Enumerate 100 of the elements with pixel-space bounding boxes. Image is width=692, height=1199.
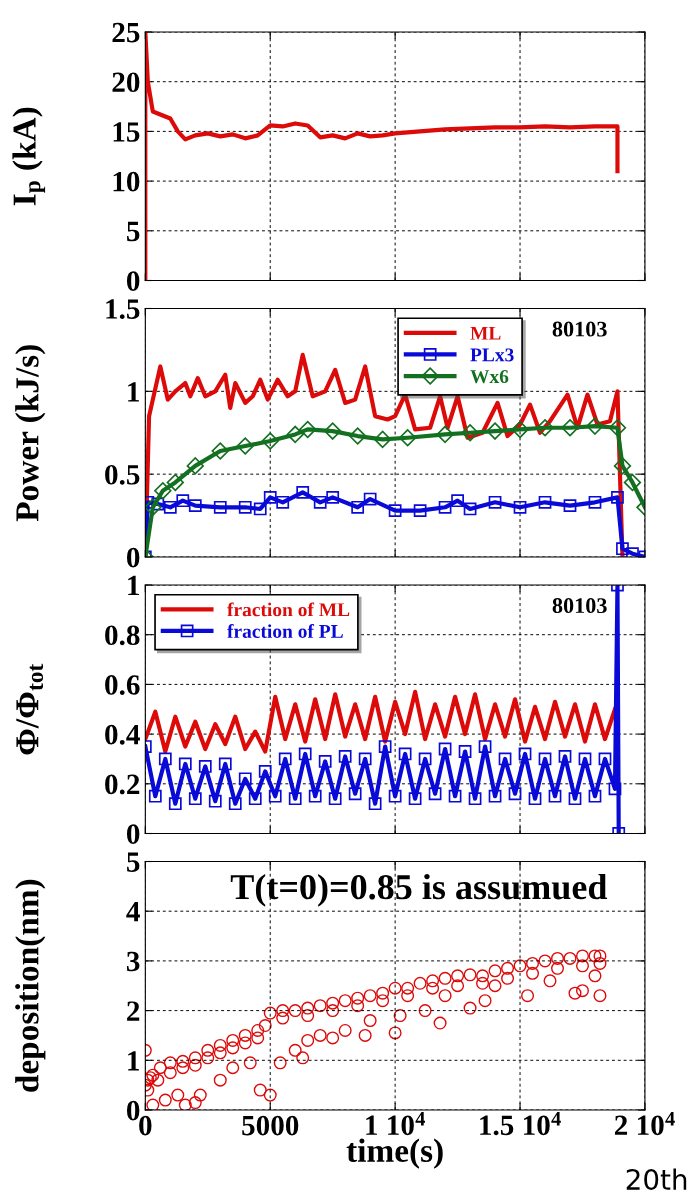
point <box>296 485 310 499</box>
point <box>276 495 290 509</box>
point <box>148 789 162 803</box>
point <box>608 782 622 796</box>
point <box>323 422 342 440</box>
point <box>348 427 367 445</box>
point <box>338 750 352 763</box>
point <box>513 500 527 514</box>
y-tick-label: 5 <box>127 221 140 242</box>
y-tick-label: 20 <box>112 72 140 93</box>
point <box>438 742 452 756</box>
point <box>288 792 302 806</box>
point <box>538 495 552 509</box>
y-tick-label: 2 <box>127 1001 140 1021</box>
y-tick-label: 1 <box>128 575 139 596</box>
point <box>198 760 212 773</box>
point <box>286 425 304 444</box>
point <box>611 490 624 504</box>
y-tick-label: 1 <box>128 382 139 402</box>
point <box>463 502 477 516</box>
y-tick-label: 0 <box>126 824 140 844</box>
point <box>588 789 602 803</box>
point <box>218 757 232 771</box>
point <box>213 500 227 514</box>
point <box>351 500 365 514</box>
point <box>488 789 502 803</box>
point <box>438 500 452 514</box>
point <box>318 755 332 768</box>
point <box>363 492 377 506</box>
y-tick-label: 1 <box>128 1051 139 1071</box>
point <box>511 420 529 439</box>
y-tick-label: 0.6 <box>105 675 140 695</box>
point <box>188 792 202 806</box>
legend-label: ML <box>470 326 501 340</box>
point <box>263 490 277 504</box>
point <box>598 752 612 766</box>
point <box>536 419 554 437</box>
point <box>178 757 192 771</box>
point <box>154 482 172 500</box>
annotation: T(t=0)=0.85 is assumued <box>230 873 608 907</box>
y-tick-label: 0.8 <box>105 625 140 646</box>
point <box>208 794 222 808</box>
point <box>568 792 582 806</box>
x-tick-label: 1.5 10$^{4}$ <box>480 1112 561 1136</box>
point <box>458 745 472 758</box>
point <box>578 752 592 766</box>
x-tick-label: 2 10$^{4}$ <box>614 1112 675 1136</box>
y-tick-label: 0 <box>126 271 140 291</box>
point <box>348 787 362 801</box>
legend-label: PLx3 <box>470 348 514 362</box>
point <box>248 792 262 806</box>
point <box>163 500 177 514</box>
y-tick-label: 15 <box>113 122 140 142</box>
point <box>448 789 462 803</box>
point <box>308 789 322 803</box>
y-tick-label: 1.5 <box>106 299 140 320</box>
point <box>461 424 479 442</box>
point <box>261 432 279 450</box>
point <box>313 495 327 509</box>
point <box>608 419 627 437</box>
point <box>428 787 442 801</box>
point <box>616 542 629 556</box>
y-tick-label: 3 <box>126 951 140 972</box>
point <box>586 417 604 435</box>
point <box>398 747 412 761</box>
point <box>326 490 340 504</box>
point <box>468 792 482 806</box>
point <box>368 797 382 811</box>
point <box>258 764 272 778</box>
point <box>623 473 642 492</box>
point <box>166 473 184 492</box>
point <box>418 752 432 766</box>
point <box>588 495 602 509</box>
y-axis-title: I$_{p}$ (kA) <box>12 107 46 206</box>
point <box>528 792 542 806</box>
point <box>388 789 402 803</box>
y-tick-label: 25 <box>112 22 140 43</box>
point <box>168 797 182 811</box>
point <box>328 792 342 806</box>
point <box>158 752 172 766</box>
point <box>378 740 392 753</box>
point <box>451 494 464 508</box>
point <box>236 437 254 455</box>
point <box>358 752 372 766</box>
point <box>413 504 427 518</box>
point <box>518 747 532 761</box>
point <box>211 442 229 460</box>
y-tick-label: 4 <box>126 902 140 922</box>
x-tick-label: 1 10$^{4}$ <box>366 1112 426 1136</box>
point <box>408 792 422 806</box>
point <box>563 499 577 513</box>
point <box>238 500 252 514</box>
point <box>373 430 392 449</box>
point <box>508 787 522 801</box>
point <box>228 797 242 811</box>
y-tick-label: 0.5 <box>105 464 140 485</box>
y-tick-label: 0.2 <box>105 774 140 795</box>
y-tick-label: 10 <box>113 171 140 192</box>
point <box>436 425 454 444</box>
point <box>253 502 267 516</box>
